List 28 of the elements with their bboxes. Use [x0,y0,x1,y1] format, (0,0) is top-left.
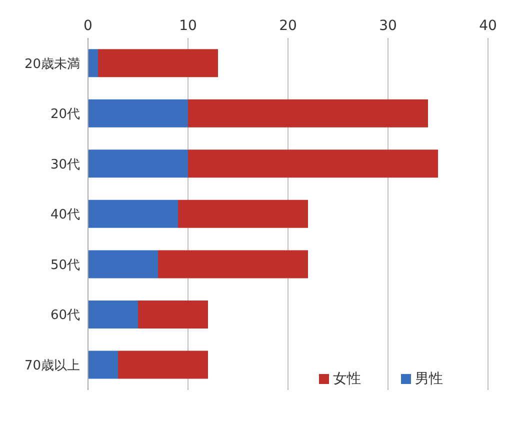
bar [98,49,218,78]
bar [88,350,118,379]
y-tick-label: 70歳以上 [24,358,80,374]
bar [188,99,428,128]
bar [138,300,208,328]
legend-label: 女性 [333,371,361,387]
y-tick-label: 20代 [50,107,80,122]
bar [88,49,98,78]
y-tick-label: 20歳未満 [24,56,80,72]
legend-label: 男性 [415,371,443,387]
y-tick-label: 30代 [50,157,80,172]
y-tick-label: 50代 [50,258,80,273]
y-tick-label: 40代 [50,208,80,223]
bar [88,99,188,128]
bar [178,200,308,228]
x-tick-label: 30 [379,18,397,34]
y-tick-label: 60代 [50,308,80,324]
bar [88,150,188,178]
bar [118,350,208,379]
bar [88,200,178,228]
x-tick-label: 40 [479,18,497,34]
bar [88,250,158,278]
x-tick-label: 10 [179,18,197,34]
bar [158,250,308,278]
bar [188,150,438,178]
x-tick-label: 20 [279,18,297,34]
bar [88,300,138,328]
x-tick-label: 0 [84,18,92,34]
